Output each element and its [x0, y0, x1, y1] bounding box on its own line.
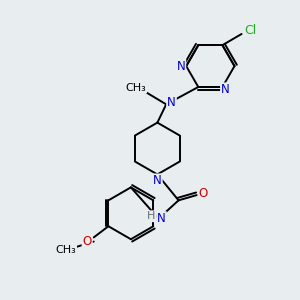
Text: N: N — [221, 83, 230, 96]
Text: N: N — [167, 96, 176, 110]
Text: O: O — [82, 235, 92, 248]
Text: N: N — [176, 60, 185, 73]
Text: N: N — [157, 212, 166, 225]
Text: CH₃: CH₃ — [56, 245, 76, 255]
Text: H: H — [147, 211, 155, 221]
Text: Cl: Cl — [244, 24, 256, 37]
Text: O: O — [199, 187, 208, 200]
Text: CH₃: CH₃ — [125, 82, 146, 93]
Text: N: N — [153, 174, 162, 188]
